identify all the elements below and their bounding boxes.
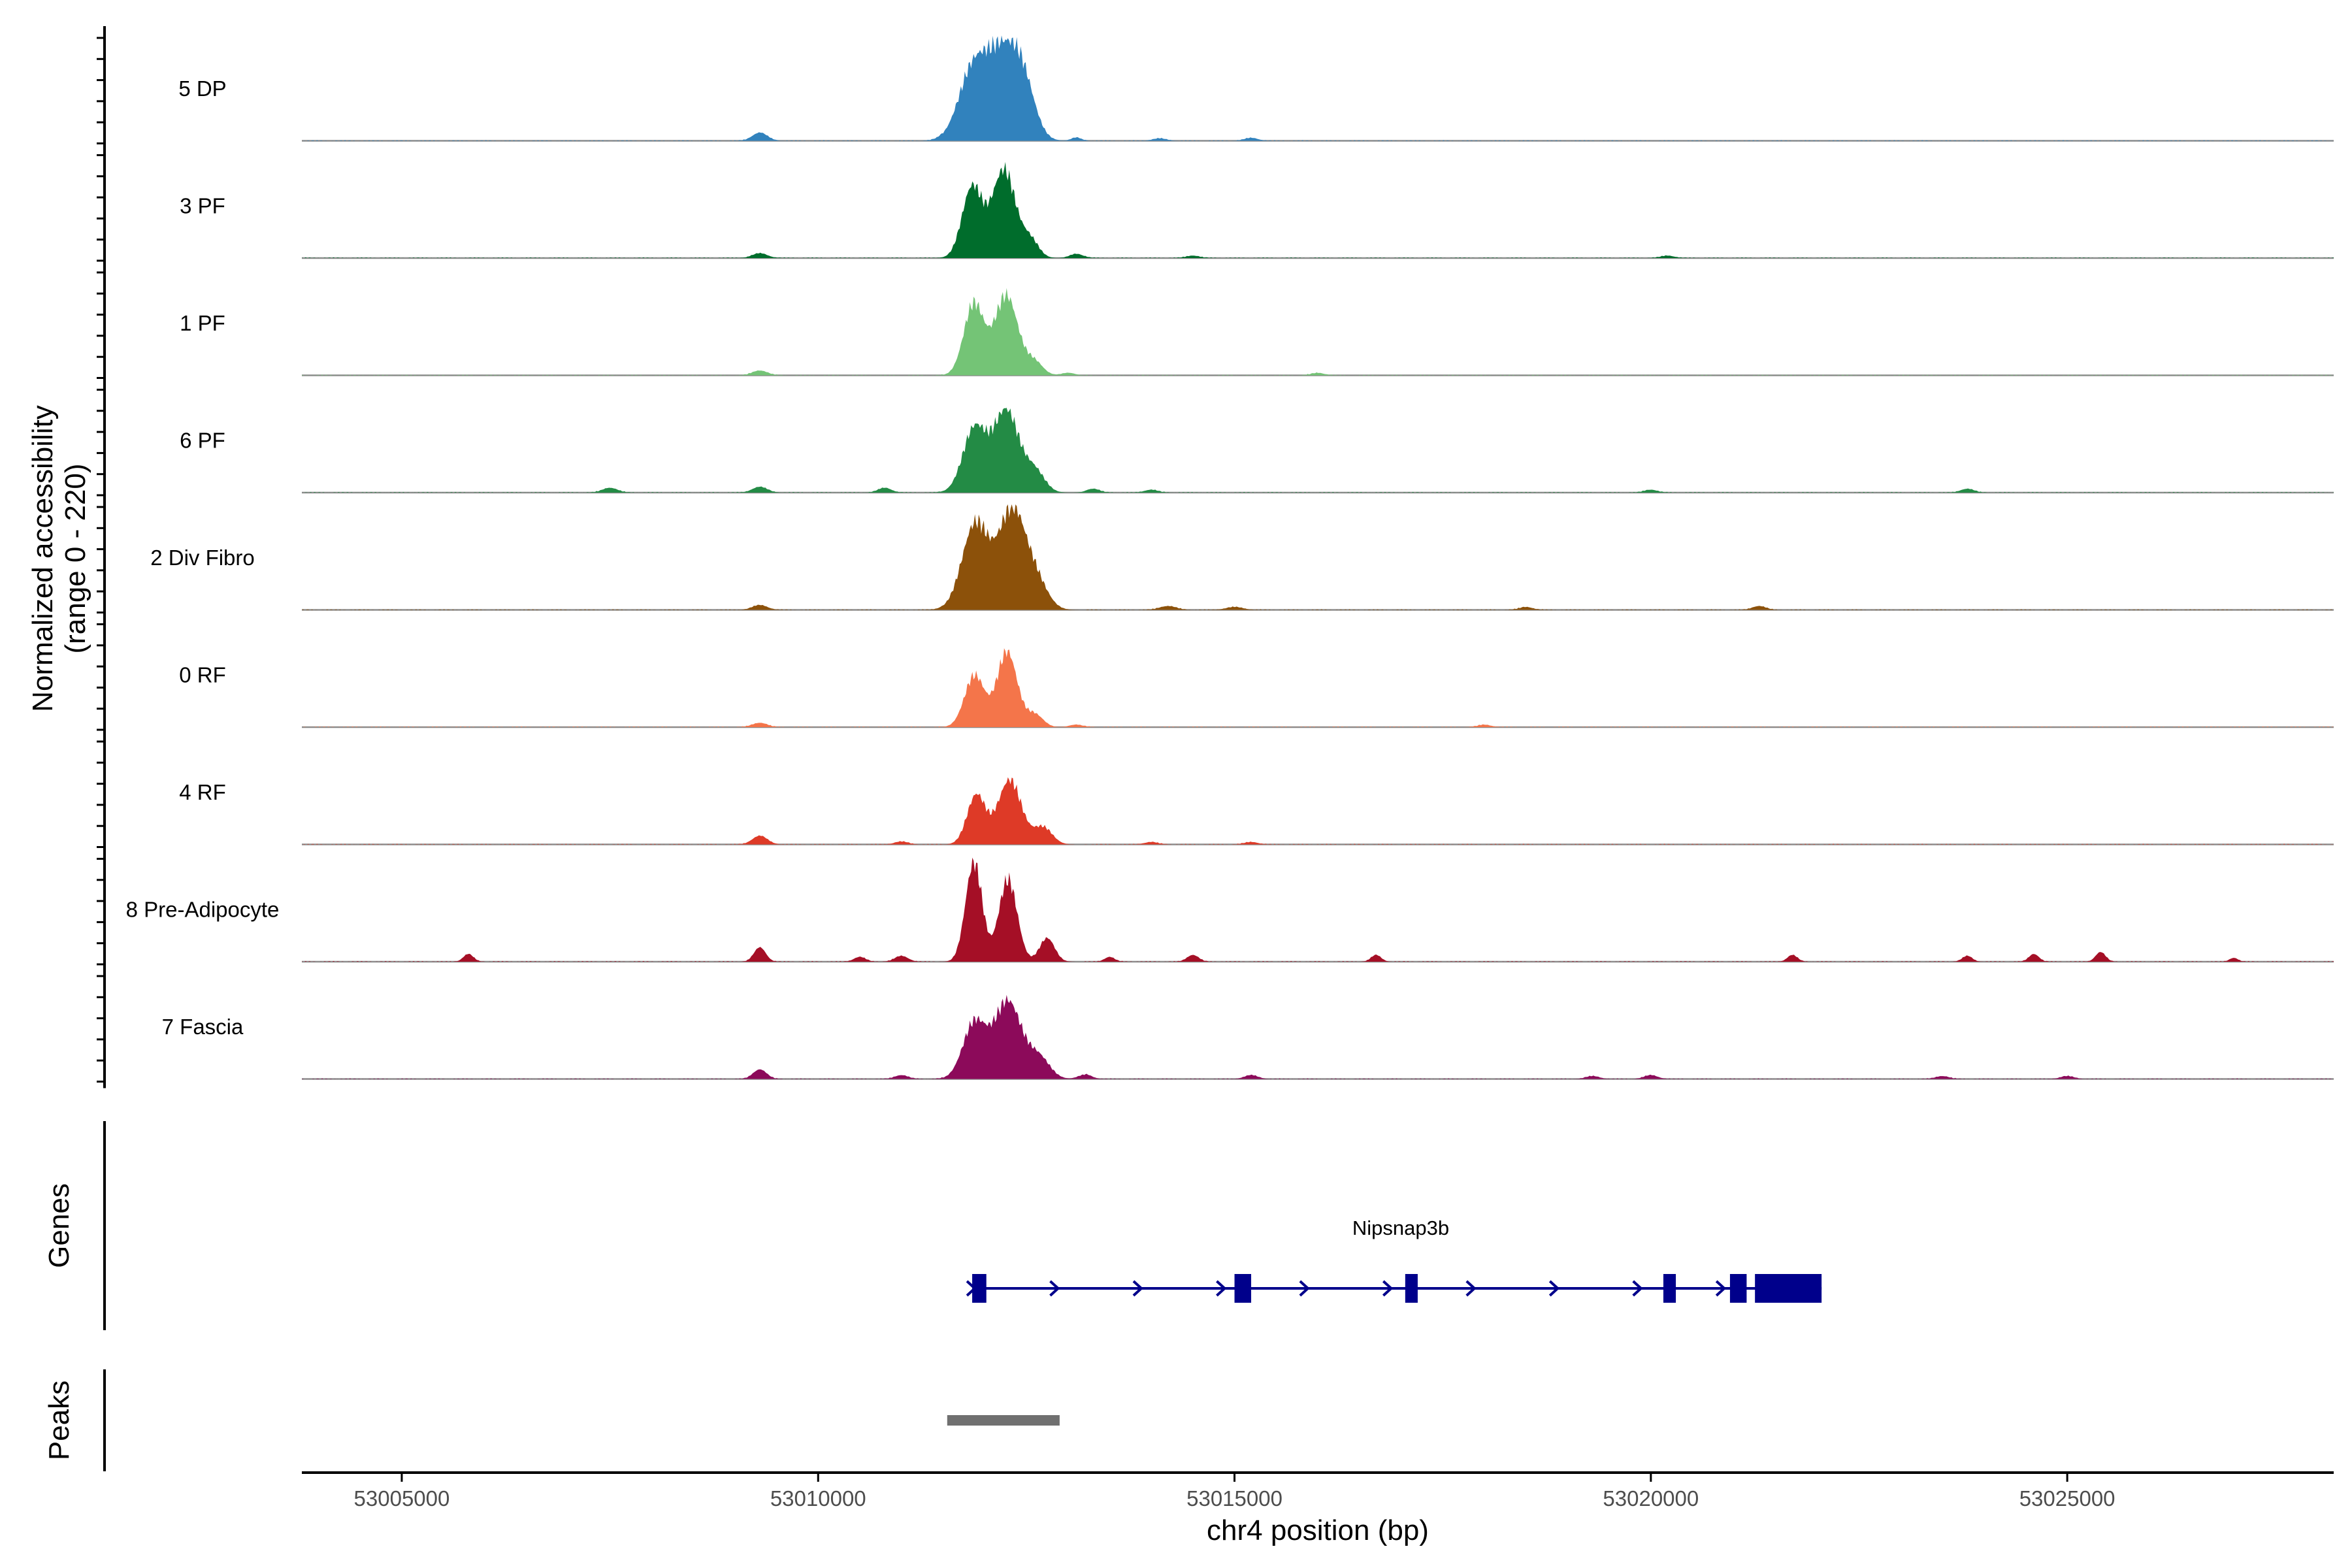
track-label: 6 PF [180, 429, 225, 453]
strand-arrow-icon [1548, 1280, 1560, 1297]
strand-arrow-icon [1299, 1280, 1310, 1297]
coverage-area [302, 161, 2334, 258]
x-tick-label: 53005000 [354, 1486, 450, 1511]
gene-exon [1729, 1274, 1747, 1303]
gene-exon [972, 1274, 987, 1303]
coverage-area [302, 504, 2334, 610]
coverage-track: 3 PF [180, 161, 2334, 259]
coverage-track: 6 PF [180, 408, 2334, 494]
track-label: 8 Pre-Adipocyte [126, 898, 280, 922]
x-axis: 53005000 53010000 53015000 53020000 53025000 [354, 1473, 2115, 1511]
strand-arrow-icon [1132, 1280, 1143, 1297]
track-label: 0 RF [179, 663, 226, 687]
gene-exon [1755, 1274, 1822, 1303]
coverage-tracks: 5 DP 3 PF 1 PF 6 PF 2 Div Fibro 0 RF 4 RF 8 Pre… [126, 35, 2334, 1080]
gene-exon [1663, 1274, 1676, 1303]
coverage-track: 5 DP [178, 35, 2334, 142]
track-label: 7 Fascia [162, 1015, 244, 1039]
strand-arrow-icon [1632, 1280, 1643, 1297]
coverage-area [302, 857, 2334, 962]
coverage-track: 8 Pre-Adipocyte [126, 857, 2334, 963]
coverage-area [302, 35, 2334, 141]
strand-arrow-icon [1049, 1280, 1060, 1297]
gene-name-label: Nipsnap3b [1352, 1217, 1449, 1239]
coverage-area [302, 648, 2334, 727]
gene-exon [1234, 1274, 1252, 1303]
coverage-track: 7 Fascia [162, 994, 2334, 1080]
coverage-track: 2 Div Fibro [150, 504, 2334, 611]
peaks-track-label: Peaks [43, 1380, 75, 1460]
track-label: 1 PF [180, 311, 225, 335]
x-tick-label: 53025000 [2019, 1486, 2115, 1511]
coverage-area [302, 994, 2334, 1079]
x-axis-title: chr4 position (bp) [1207, 1514, 1429, 1546]
peak-region-bar [947, 1415, 1060, 1426]
strand-arrow-icon [1382, 1280, 1394, 1297]
coverage-area [302, 777, 2334, 845]
x-tick-label: 53020000 [1603, 1486, 1699, 1511]
x-tick-label: 53010000 [770, 1486, 866, 1511]
track-label: 5 DP [178, 76, 226, 101]
coverage-track: 4 RF [179, 777, 2334, 845]
y-axis [97, 26, 106, 1088]
y-axis-title: Normalized accessibility [27, 405, 59, 711]
coverage-track: 1 PF [180, 287, 2334, 376]
y-axis-range: (range 0 - 220) [59, 463, 91, 653]
track-label: 3 PF [180, 194, 225, 218]
strand-arrow-icon [1715, 1280, 1727, 1297]
gene-annotation [966, 1274, 1822, 1303]
strand-arrow-icon [1465, 1280, 1477, 1297]
coverage-area [302, 408, 2334, 493]
peak-regions [947, 1415, 1060, 1426]
genes-track-label: Genes [43, 1183, 75, 1268]
track-label: 4 RF [179, 780, 226, 804]
track-label: 2 Div Fibro [150, 546, 255, 570]
x-tick-label: 53015000 [1186, 1486, 1282, 1511]
strand-arrow-icon [1216, 1280, 1227, 1297]
coverage-area [302, 287, 2334, 376]
coverage-track: 0 RF [179, 648, 2334, 728]
gene-exon [1405, 1274, 1418, 1303]
